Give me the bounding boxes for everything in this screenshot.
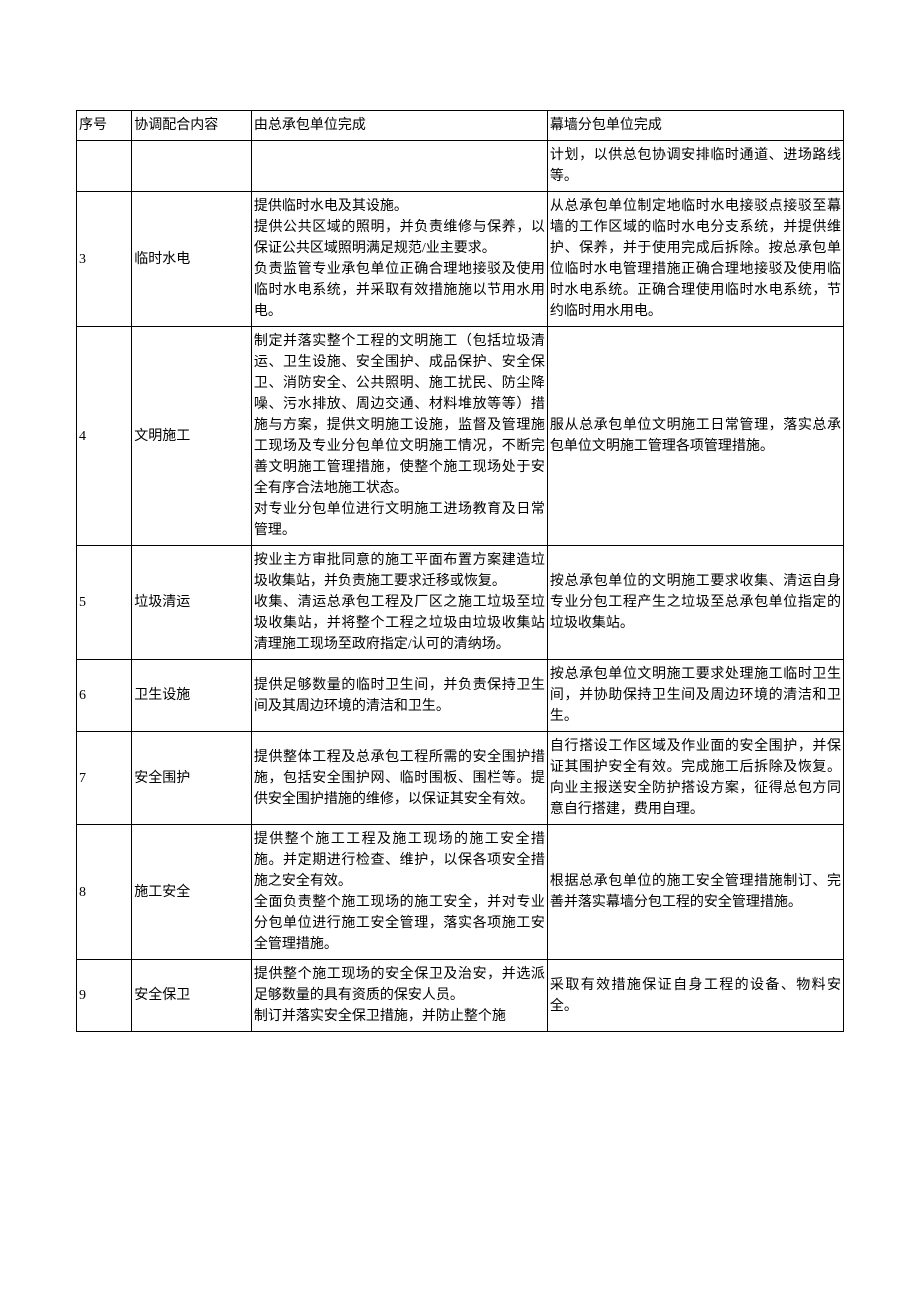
cell-topic: 施工安全 xyxy=(132,825,252,960)
cell-topic: 卫生设施 xyxy=(132,660,252,732)
cell-sub: 自行搭设工作区域及作业面的安全围护，并保证其围护安全有效。完成施工后拆除及恢复。… xyxy=(547,732,843,825)
cell-main: 制定并落实整个工程的文明施工（包括垃圾清运、卫生设施、安全围护、成品保护、安全保… xyxy=(251,327,547,546)
cell-seq: 5 xyxy=(77,546,132,660)
coordination-table: 序号协调配合内容由总承包单位完成幕墙分包单位完成计划，以供总包协调安排临时通道、… xyxy=(76,110,844,1032)
cell-seq: 3 xyxy=(77,192,132,327)
cell-topic: 安全保卫 xyxy=(132,960,252,1032)
cell-sub: 服从总承包单位文明施工日常管理，落实总承包单位文明施工管理各项管理措施。 xyxy=(547,327,843,546)
cell-topic: 安全围护 xyxy=(132,732,252,825)
header-seq: 序号 xyxy=(77,111,132,141)
cell-seq: 9 xyxy=(77,960,132,1032)
table-row: 9安全保卫提供整个施工现场的安全保卫及治安，并选派足够数量的具有资质的保安人员。… xyxy=(77,960,844,1032)
cell-sub: 从总承包单位制定地临时水电接驳点接驳至幕墙的工作区域的临时水电分支系统，并提供维… xyxy=(547,192,843,327)
cell-topic: 临时水电 xyxy=(132,192,252,327)
cell-sub: 按总承包单位的文明施工要求收集、清运自身专业分包工程产生之垃圾至总承包单位指定的… xyxy=(547,546,843,660)
cell-sub: 根据总承包单位的施工安全管理措施制订、完善并落实幕墙分包工程的安全管理措施。 xyxy=(547,825,843,960)
cell-seq xyxy=(77,141,132,192)
table-row: 5垃圾清运按业主方审批同意的施工平面布置方案建造垃圾收集站，并负责施工要求迁移或… xyxy=(77,546,844,660)
cell-sub: 采取有效措施保证自身工程的设备、物料安全。 xyxy=(547,960,843,1032)
cell-main: 提供临时水电及其设施。 提供公共区域的照明，并负责维修与保养，以保证公共区域照明… xyxy=(251,192,547,327)
header-topic: 协调配合内容 xyxy=(132,111,252,141)
cell-main: 提供整体工程及总承包工程所需的安全围护措施，包括安全围护网、临时围板、围栏等。提… xyxy=(251,732,547,825)
cell-main: 提供足够数量的临时卫生间，并负责保持卫生间及其周边环境的清洁和卫生。 xyxy=(251,660,547,732)
header-sub: 幕墙分包单位完成 xyxy=(547,111,843,141)
cell-topic xyxy=(132,141,252,192)
cell-seq: 7 xyxy=(77,732,132,825)
cell-sub: 计划，以供总包协调安排临时通道、进场路线等。 xyxy=(547,141,843,192)
cell-seq: 6 xyxy=(77,660,132,732)
cell-topic: 文明施工 xyxy=(132,327,252,546)
table-body: 序号协调配合内容由总承包单位完成幕墙分包单位完成计划，以供总包协调安排临时通道、… xyxy=(77,111,844,1032)
cell-seq: 8 xyxy=(77,825,132,960)
cell-main: 提供整个施工工程及施工现场的施工安全措施。并定期进行检查、维护，以保各项安全措施… xyxy=(251,825,547,960)
cell-sub: 按总承包单位文明施工要求处理施工临时卫生间，并协助保持卫生间及周边环境的清洁和卫… xyxy=(547,660,843,732)
table-row: 6卫生设施提供足够数量的临时卫生间，并负责保持卫生间及其周边环境的清洁和卫生。按… xyxy=(77,660,844,732)
cell-main: 提供整个施工现场的安全保卫及治安，并选派足够数量的具有资质的保安人员。 制订并落… xyxy=(251,960,547,1032)
table-row: 3临时水电提供临时水电及其设施。 提供公共区域的照明，并负责维修与保养，以保证公… xyxy=(77,192,844,327)
table-row: 4文明施工制定并落实整个工程的文明施工（包括垃圾清运、卫生设施、安全围护、成品保… xyxy=(77,327,844,546)
table-header-row: 序号协调配合内容由总承包单位完成幕墙分包单位完成 xyxy=(77,111,844,141)
cell-seq: 4 xyxy=(77,327,132,546)
header-main: 由总承包单位完成 xyxy=(251,111,547,141)
cell-topic: 垃圾清运 xyxy=(132,546,252,660)
table-row: 8施工安全提供整个施工工程及施工现场的施工安全措施。并定期进行检查、维护，以保各… xyxy=(77,825,844,960)
cell-main: 按业主方审批同意的施工平面布置方案建造垃圾收集站，并负责施工要求迁移或恢复。 收… xyxy=(251,546,547,660)
cell-main xyxy=(251,141,547,192)
table-row: 7安全围护提供整体工程及总承包工程所需的安全围护措施，包括安全围护网、临时围板、… xyxy=(77,732,844,825)
table-row: 计划，以供总包协调安排临时通道、进场路线等。 xyxy=(77,141,844,192)
